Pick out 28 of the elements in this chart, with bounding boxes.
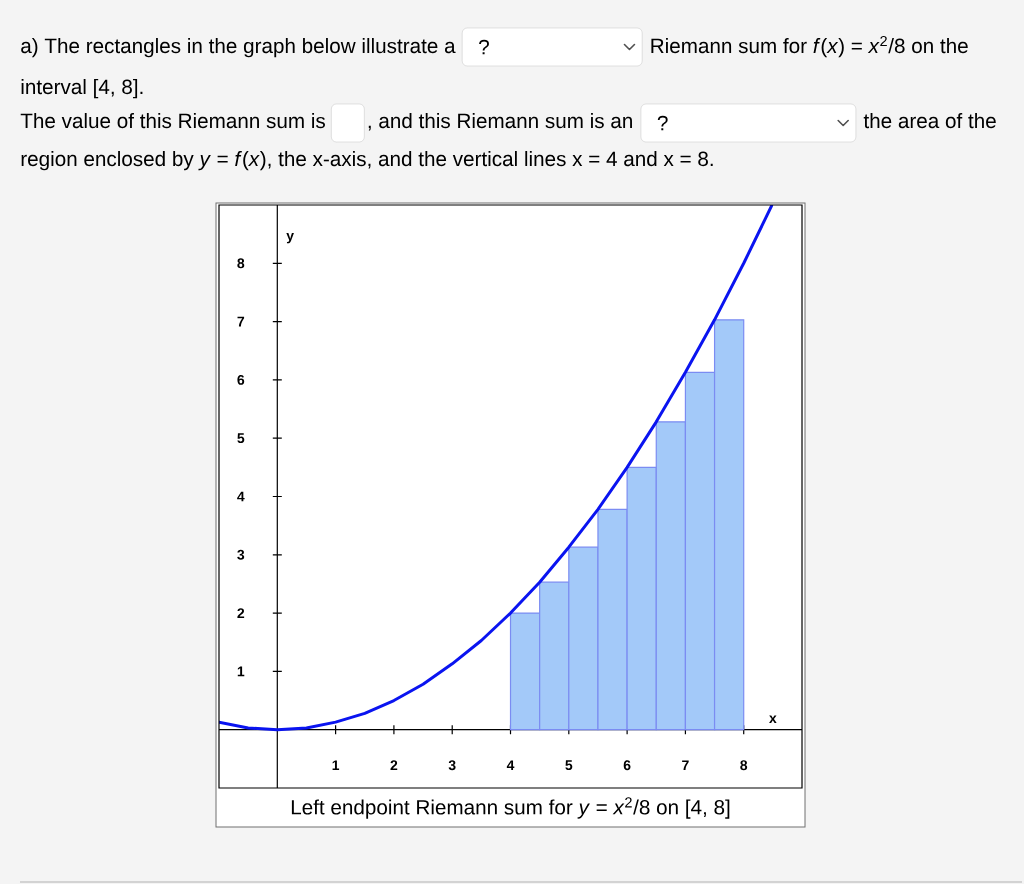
text: The value of this Riemann sum is — [20, 113, 325, 129]
y-axis-title: y — [286, 233, 294, 244]
text: Riemann sum for f(x) = x$^{2}$/8 on the — [651, 35, 968, 58]
text: Left endpoint Riemann sum for y = x$^{2}$/8 on [4, 8] — [291, 797, 730, 819]
text: ? — [657, 115, 668, 131]
text: , and this Riemann sum is an — [368, 113, 632, 131]
text: region enclosed by y = f(x), the x-axis, and the vertical lines x = 4 and x = 8. — [21, 151, 713, 171]
y-tick-label: 4 — [237, 491, 245, 502]
x-tick-label: 1 — [332, 760, 340, 770]
text: a) The rectangles in the graph below illustrate a — [21, 38, 456, 58]
x-tick-label: 7 — [682, 760, 689, 770]
y-tick-label: 1 — [237, 666, 245, 677]
y-tick-label: 8 — [237, 258, 245, 269]
y-tick-label: 5 — [237, 433, 245, 444]
x-tick-label: 8 — [740, 760, 748, 771]
x-tick-label: 4 — [506, 760, 515, 770]
y-tick-label: 3 — [237, 549, 245, 560]
text: the area of the — [863, 113, 996, 129]
y-tick-label: 6 — [237, 374, 245, 385]
text: ? — [479, 39, 489, 55]
x-tick-label: 2 — [390, 760, 398, 771]
text: interval [4, 8]. — [21, 79, 143, 99]
x-tick-label: 3 — [448, 760, 456, 771]
x-tick-label: 6 — [623, 760, 631, 771]
y-tick-label: 7 — [237, 316, 245, 327]
x-axis-title: x — [769, 715, 777, 723]
y-tick-label: 2 — [237, 608, 245, 618]
x-tick-label: 5 — [565, 760, 573, 771]
